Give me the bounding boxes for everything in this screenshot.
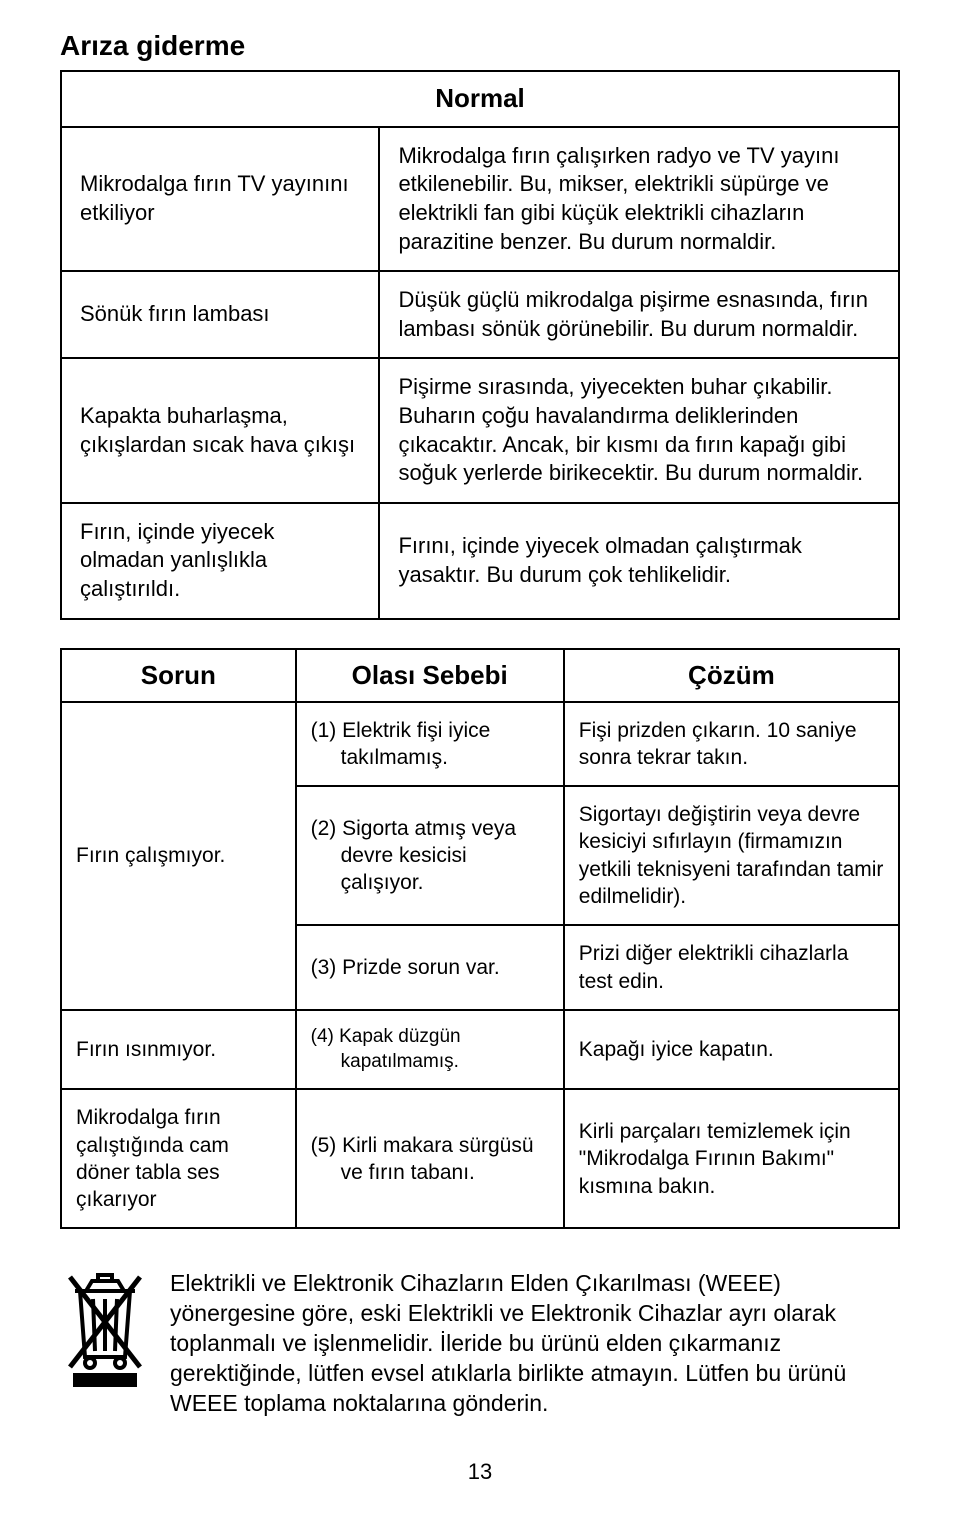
table1-row2-left: Sönük fırın lambası [61, 271, 379, 358]
th-problem: Sorun [61, 649, 296, 702]
table1-row2-right: Düşük güçlü mikrodalga pişirme esnasında… [379, 271, 899, 358]
table1-row4-left: Fırın, içinde yiyecek olmadan yanlışlıkl… [61, 503, 379, 619]
weee-section: Elektrikli ve Elektronik Cihazların Elde… [60, 1269, 900, 1418]
solution-1: Fişi prizden çıkarın. 10 saniye sonra te… [564, 702, 899, 787]
normal-table: Normal Mikrodalga fırın TV yayınını etki… [60, 70, 900, 620]
solution-2: Sigortayı değiştirin veya devre kesiciyi… [564, 786, 899, 925]
table1-row3-right: Pişirme sırasında, yiyecekten buhar çıka… [379, 358, 899, 502]
cause-2: (2) Sigorta atmış veya devre kesicisi ça… [296, 786, 564, 925]
th-solution: Çözüm [564, 649, 899, 702]
table1-row3-left: Kapakta buharlaşma, çıkışlardan sıcak ha… [61, 358, 379, 502]
cause-4-text: (4) Kapak düzgün kapatılmamış. [311, 1025, 549, 1074]
page-title: Arıza giderme [60, 30, 900, 62]
troubleshooting-table: Sorun Olası Sebebi Çözüm Fırın çalışmıyo… [60, 648, 900, 1230]
cause-4: (4) Kapak düzgün kapatılmamış. [296, 1010, 564, 1089]
problem-3: Mikrodalga fırın çalıştığında cam döner … [61, 1089, 296, 1228]
weee-crossed-bin-icon [60, 1269, 150, 1389]
table1-row4-right: Fırını, içinde yiyecek olmadan çalıştırm… [379, 503, 899, 619]
cause-5-text: (5) Kirli makara sürgüsü ve fırın tabanı… [311, 1132, 549, 1187]
page-number: 13 [60, 1459, 900, 1485]
cause-2-text: (2) Sigorta atmış veya devre kesicisi ça… [311, 815, 549, 897]
table1-row1-left: Mikrodalga fırın TV yayınını etkiliyor [61, 127, 379, 271]
normal-header: Normal [61, 71, 899, 127]
cause-5: (5) Kirli makara sürgüsü ve fırın tabanı… [296, 1089, 564, 1228]
cause-1-text: (1) Elektrik fişi iyice takılmamış. [311, 717, 549, 772]
table1-row1-right: Mikrodalga fırın çalışırken radyo ve TV … [379, 127, 899, 271]
weee-text: Elektrikli ve Elektronik Cihazların Elde… [170, 1269, 900, 1418]
solution-3: Prizi diğer elektrikli cihazlarla test e… [564, 925, 899, 1010]
th-cause: Olası Sebebi [296, 649, 564, 702]
problem-2: Fırın ısınmıyor. [61, 1010, 296, 1089]
solution-4: Kapağı iyice kapatın. [564, 1010, 899, 1089]
cause-3-text: (3) Prizde sorun var. [311, 954, 549, 981]
cause-3: (3) Prizde sorun var. [296, 925, 564, 1010]
problem-1: Fırın çalışmıyor. [61, 702, 296, 1010]
cause-1: (1) Elektrik fişi iyice takılmamış. [296, 702, 564, 787]
solution-5: Kirli parçaları temizlemek için "Mikroda… [564, 1089, 899, 1228]
